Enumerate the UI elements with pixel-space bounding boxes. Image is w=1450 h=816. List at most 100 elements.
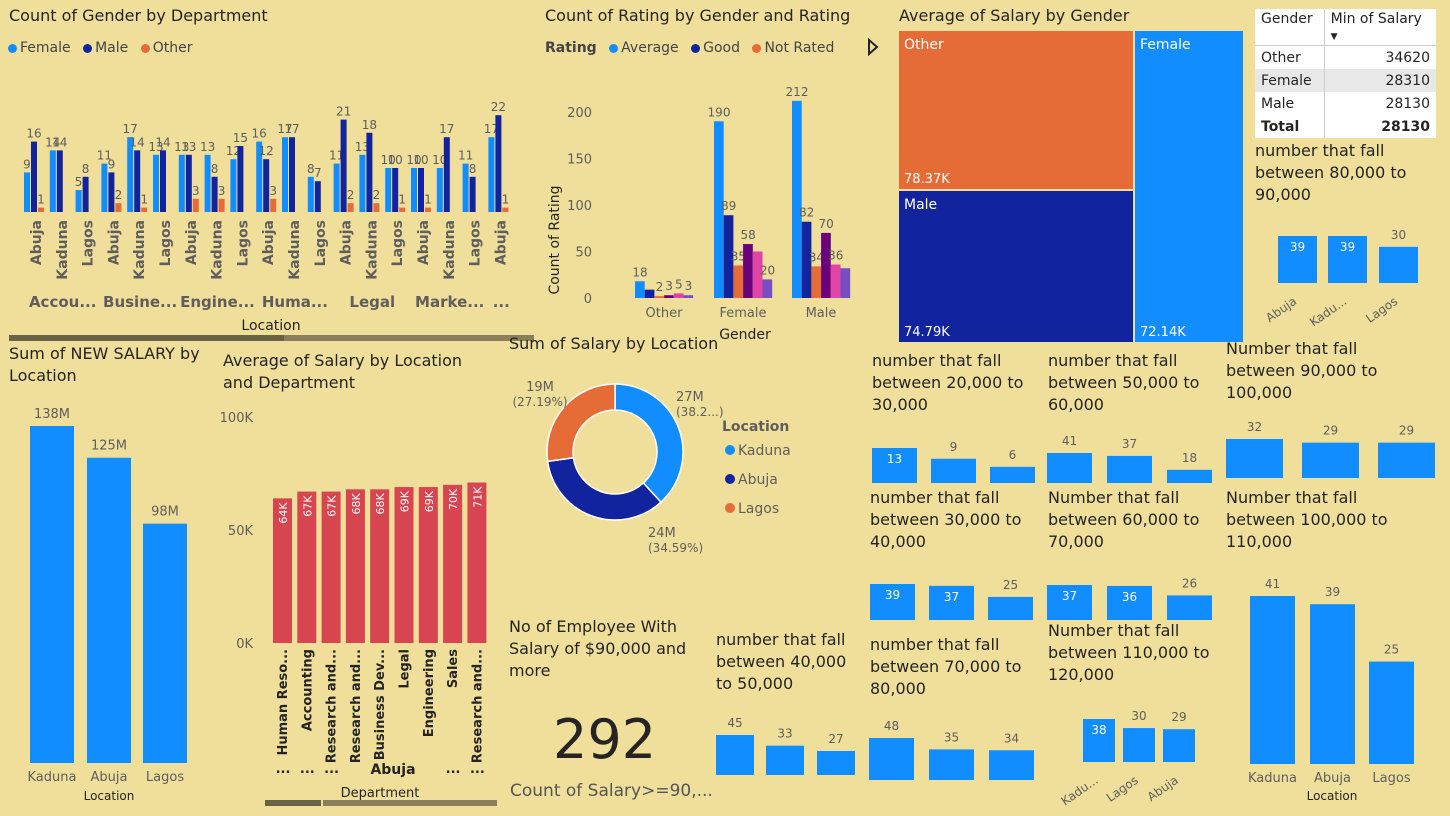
bar-other[interactable] <box>141 207 148 212</box>
mini-bar[interactable] <box>929 749 974 780</box>
sort-desc-icon[interactable]: ▼ <box>1330 32 1338 42</box>
rating-bar[interactable] <box>743 244 753 298</box>
bar-male[interactable] <box>108 172 115 212</box>
rating-bar[interactable] <box>714 121 724 298</box>
mini-bar[interactable] <box>872 448 917 483</box>
mini-bar[interactable] <box>1167 469 1212 483</box>
bar-female[interactable] <box>411 168 417 212</box>
bar-female[interactable] <box>153 154 159 212</box>
mini-bar[interactable] <box>1302 442 1359 478</box>
mini-bar[interactable] <box>716 735 754 775</box>
mini-bar[interactable] <box>870 584 915 620</box>
bar-male[interactable] <box>185 154 192 212</box>
bar-female[interactable] <box>127 137 134 212</box>
rating-bar[interactable] <box>840 268 851 298</box>
mini-bar[interactable] <box>817 751 855 775</box>
donut-slice[interactable] <box>546 383 616 463</box>
bar-female[interactable] <box>178 154 185 212</box>
gender-dept-scrollbar-track[interactable] <box>284 335 534 341</box>
treemap-tile-female[interactable]: Female 72.14K <box>1135 31 1243 342</box>
mini-bar[interactable] <box>1107 455 1152 483</box>
bar-male[interactable] <box>82 176 89 212</box>
bar-other[interactable] <box>502 207 509 212</box>
bar-male[interactable] <box>134 150 141 212</box>
bar-female[interactable] <box>256 141 263 212</box>
bar-other[interactable] <box>38 207 44 212</box>
mini-bar[interactable] <box>988 596 1033 620</box>
mini-bar[interactable] <box>1369 661 1414 764</box>
bar-female[interactable] <box>385 168 392 212</box>
bar-female[interactable] <box>333 163 340 212</box>
bar-other[interactable] <box>399 207 406 212</box>
mini-bar[interactable] <box>1226 439 1283 478</box>
rating-bar[interactable] <box>664 295 674 298</box>
bar-female[interactable] <box>75 190 82 212</box>
mini-bar[interactable] <box>1278 236 1317 283</box>
mini-bar[interactable] <box>1083 719 1115 762</box>
mini-bar[interactable] <box>766 745 804 775</box>
bar-other[interactable] <box>425 207 431 212</box>
donut-legend-label[interactable]: Abuja <box>738 472 778 488</box>
rating-bar[interactable] <box>733 265 744 298</box>
bar-other[interactable] <box>270 198 277 212</box>
rating-bar[interactable] <box>792 100 802 298</box>
mini-bar[interactable] <box>1047 585 1092 620</box>
bar-male[interactable] <box>160 150 166 212</box>
bar-other[interactable] <box>115 203 122 212</box>
mini-bar[interactable] <box>1378 442 1435 478</box>
avg-salary-bar[interactable] <box>394 487 414 643</box>
header-min-salary[interactable]: Min of Salary ▼ <box>1324 9 1436 46</box>
bar-male[interactable] <box>469 176 476 212</box>
mini-bar[interactable] <box>1047 453 1092 483</box>
bar-male[interactable] <box>263 159 270 212</box>
bar-female[interactable] <box>307 176 314 212</box>
bar-male[interactable] <box>392 168 399 212</box>
rating-bar[interactable] <box>654 296 665 298</box>
bar-female[interactable] <box>24 172 30 212</box>
legend-next-arrow-icon[interactable] <box>866 38 880 56</box>
rating-bar[interactable] <box>635 281 645 298</box>
avg-salary-bar[interactable] <box>321 491 341 643</box>
header-gender[interactable]: Gender <box>1255 9 1325 46</box>
mini-bar[interactable] <box>931 458 976 483</box>
bar-male[interactable] <box>443 137 450 212</box>
new-salary-bar[interactable] <box>143 523 187 763</box>
avg-salary-bar[interactable] <box>467 482 487 643</box>
donut-legend-label[interactable]: Lagos <box>738 501 779 517</box>
bar-other[interactable] <box>347 203 354 212</box>
mini-bar[interactable] <box>1163 729 1195 762</box>
donut-slice[interactable] <box>614 383 684 504</box>
rating-bar[interactable] <box>801 221 812 298</box>
mini-bar[interactable] <box>869 738 914 780</box>
new-salary-bar[interactable] <box>87 457 131 763</box>
new-salary-bar[interactable] <box>30 426 74 763</box>
mini-bar[interactable] <box>1328 236 1367 283</box>
bar-female[interactable] <box>101 163 108 212</box>
bar-male[interactable] <box>237 146 244 212</box>
mini-bar[interactable] <box>929 585 974 620</box>
mini-bar[interactable] <box>990 466 1035 483</box>
rating-bar[interactable] <box>723 215 734 298</box>
rating-bar[interactable] <box>683 295 694 298</box>
bar-male[interactable] <box>211 176 218 212</box>
rating-bar[interactable] <box>811 266 822 298</box>
mini-bar[interactable] <box>1379 246 1418 283</box>
rating-bar[interactable] <box>762 279 773 298</box>
bar-male[interactable] <box>340 119 347 212</box>
bar-female[interactable] <box>436 168 443 212</box>
avg-salary-bar[interactable] <box>273 498 292 643</box>
avg-salary-bar[interactable] <box>297 491 317 643</box>
bar-male[interactable] <box>31 141 37 212</box>
bar-female[interactable] <box>488 137 495 212</box>
bar-female[interactable] <box>282 137 288 212</box>
avg-loc-scrollbar-thumb[interactable] <box>265 800 321 806</box>
bar-female[interactable] <box>359 154 366 212</box>
bar-female[interactable] <box>230 159 237 212</box>
bar-male[interactable] <box>314 181 321 212</box>
mini-bar[interactable] <box>1250 596 1295 764</box>
avg-loc-scrollbar-track[interactable] <box>323 800 497 806</box>
rating-bar[interactable] <box>673 293 684 298</box>
bar-other[interactable] <box>218 198 225 212</box>
treemap-tile-other[interactable]: Other 78.37K <box>899 31 1133 189</box>
avg-salary-bar[interactable] <box>370 489 390 643</box>
